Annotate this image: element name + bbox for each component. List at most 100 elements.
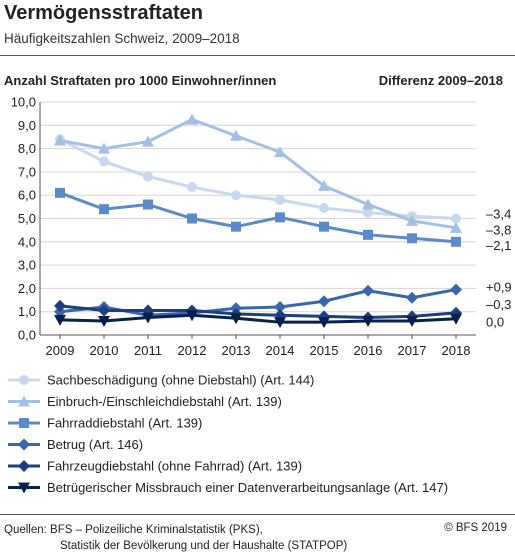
data-point [362,198,374,210]
data-point [231,221,241,232]
data-point [231,190,241,201]
data-point [99,204,109,215]
legend-swatch-marker [19,375,29,385]
source-note: Quellen: BFS – Polizeiliche Kriminalstat… [4,522,347,554]
data-point [54,299,66,312]
data-point [451,236,461,247]
data-point [186,310,198,322]
y-tick-label: 3,0 [18,258,36,273]
data-point [274,317,286,329]
data-point [275,212,285,223]
x-tick-label: 2015 [310,343,339,358]
x-tick-label: 2009 [46,343,75,358]
data-point [275,194,285,205]
series-line [59,313,457,324]
difference-label: 0,0 [486,315,504,330]
data-point [186,113,198,125]
copyright: © BFS 2019 [444,522,507,534]
difference-label: +0,9 [486,280,512,295]
x-tick-label: 2014 [266,343,295,358]
y-tick-label: 0,0 [18,328,36,343]
x-tick-label: 2018 [442,343,471,358]
data-point [318,179,330,191]
top-divider [0,55,515,56]
chart-subtitle: Häufigkeitszahlen Schweiz, 2009–2018 [4,31,240,46]
source-line-2: Statistik der Bevölkerung und der Hausha… [60,540,348,552]
legend-label: Fahrraddiebstahl (Art. 139) [47,416,202,431]
y-tick-label: 8,0 [18,141,36,156]
chart-title: Vermögensstraftaten [4,2,203,24]
x-tick-label: 2010 [90,343,119,358]
data-point [406,291,418,304]
data-point [450,283,462,296]
data-point [54,134,66,146]
series-line [59,117,457,230]
legend-swatch-marker [19,418,29,428]
series-line [59,304,457,320]
legend-swatch-marker [18,482,30,494]
data-point [407,233,417,244]
data-point [363,229,373,240]
data-point [362,284,374,297]
x-tick-label: 2011 [134,343,162,358]
data-point [187,182,197,193]
y-tick-label: 9,0 [18,118,36,133]
data-point [318,295,330,308]
y-tick-label: 4,0 [18,234,36,249]
data-point [451,213,461,224]
x-tick-label: 2016 [354,343,383,358]
legend-label: Betrug (Art. 146) [47,437,143,452]
legend-label: Einbruch-/Einschleichdiebstahl (Art. 139… [47,394,282,409]
legend-swatch-marker [18,438,30,451]
difference-label: –2,1 [486,238,511,253]
data-point [450,313,462,325]
data-point [274,146,286,158]
y-tick-label: 1,0 [18,304,36,319]
y-tick-label: 5,0 [18,211,36,226]
legend-swatch-marker [18,395,30,407]
data-point [450,221,462,233]
y-tick-label: 6,0 [18,188,36,203]
data-point [143,171,153,182]
y-tick-label: 10,0 [11,95,36,110]
legend-swatch-marker [18,460,30,472]
data-point [406,316,418,328]
y-tick-label: 2,0 [18,281,36,296]
data-point [98,142,110,154]
legend-label: Fahrzeugdiebstahl (ohne Fahrrad) (Art. 1… [47,459,302,474]
data-point [55,187,65,198]
difference-header: Differenz 2009–2018 [378,73,503,88]
data-point [363,207,373,218]
difference-label: –0,3 [486,297,511,312]
data-point [142,312,154,324]
legend-label: Sachbeschädigung (ohne Diebstahl) (Art. … [47,373,314,388]
data-point [319,221,329,232]
series-line [59,191,457,244]
x-tick-label: 2012 [178,343,207,358]
data-point [362,316,374,328]
data-point [143,199,153,210]
x-tick-label: 2017 [398,343,427,358]
data-point [98,304,110,317]
line-chart: 0,0 1,0 2,0 3,0 4,0 5,0 6,0 7,0 8,0 9,0 10,0 2009 20… [8,95,512,495]
data-point [142,135,154,147]
difference-label: –3,4 [486,206,511,221]
data-point [99,156,109,167]
series-line [59,137,457,220]
data-point [319,203,329,214]
y-tick-label: 7,0 [18,164,36,179]
data-point [54,314,66,326]
y-axis-label: Anzahl Straftaten pro 1000 Einwohner/inn… [4,73,277,88]
data-point [230,313,242,325]
data-point [98,316,110,328]
legend-label: Betrügerischer Missbrauch einer Datenver… [47,480,448,495]
source-line-1: Quellen: BFS – Polizeiliche Kriminalstat… [4,524,263,536]
data-point [187,213,197,224]
data-point [230,129,242,141]
x-tick-label: 2013 [222,343,251,358]
data-point [274,301,286,314]
data-point [318,317,330,329]
bottom-divider [0,514,515,515]
difference-label: –3,8 [486,223,511,238]
data-point [406,214,418,226]
